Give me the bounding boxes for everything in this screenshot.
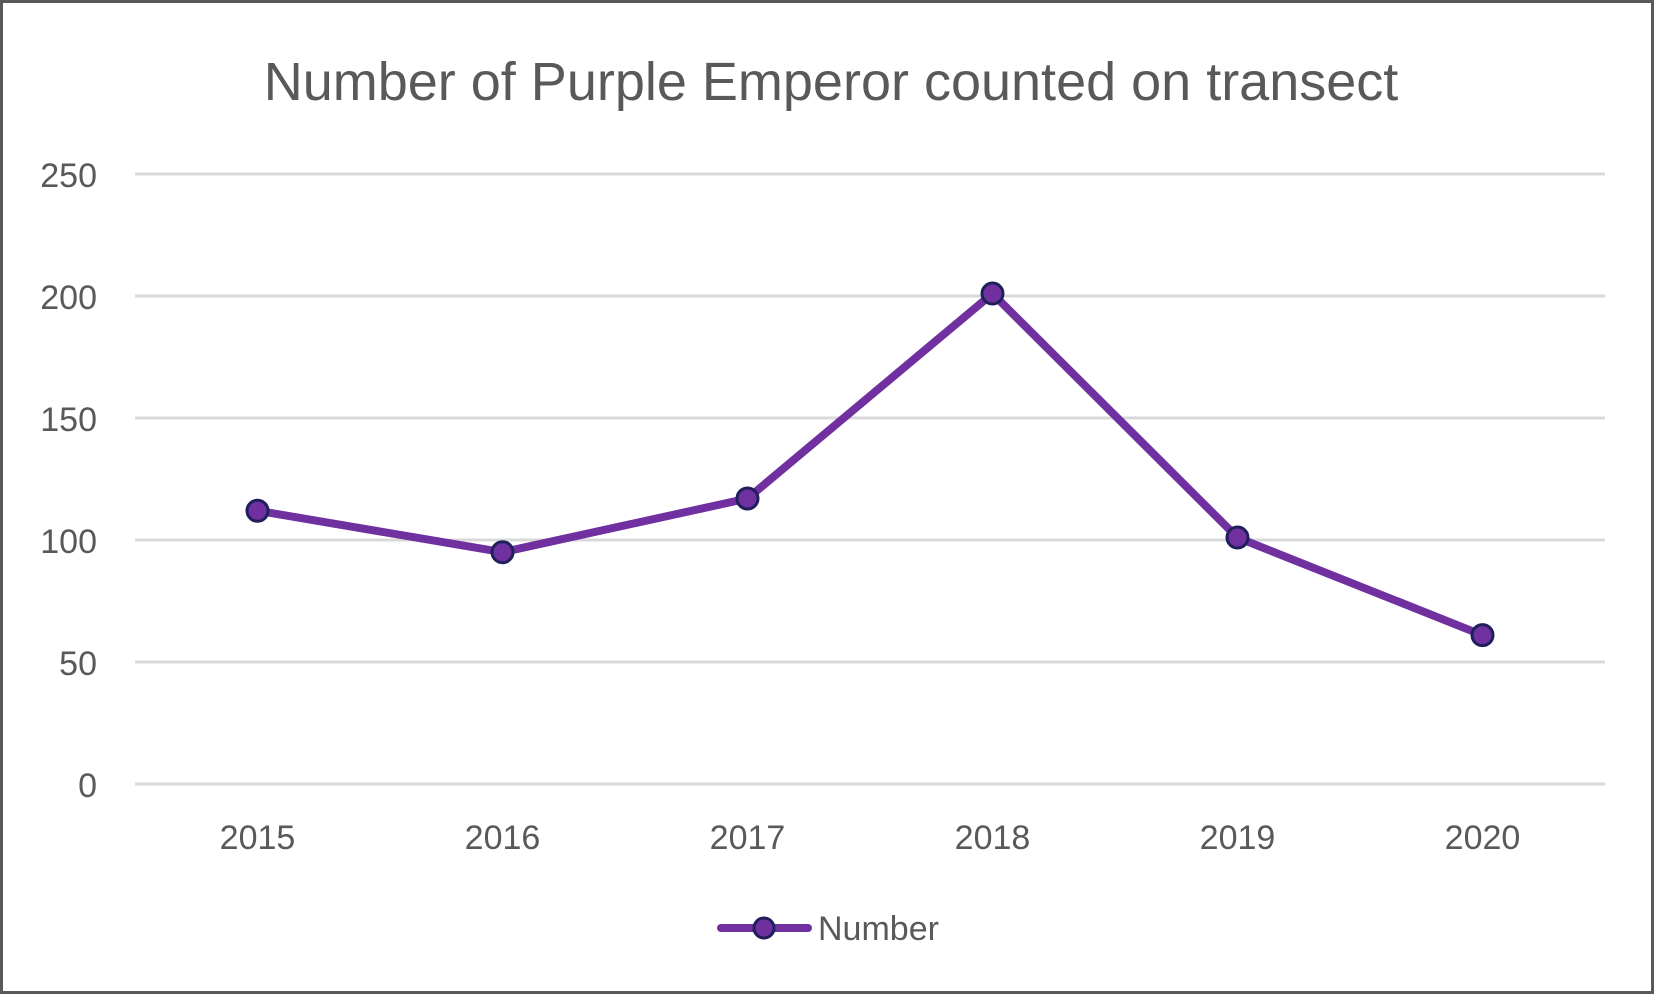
x-tick-label-2020: 2020: [1445, 819, 1521, 857]
x-axis-tick-labels: 2015 2016 2017 2018 2019 2020: [220, 819, 1521, 857]
x-tick-label-2016: 2016: [465, 819, 541, 857]
y-tick-label-0: 0: [78, 767, 97, 805]
y-tick-label-50: 50: [59, 645, 97, 683]
y-axis-tick-labels: 0 50 100 150 200 250: [40, 157, 97, 805]
y-tick-label-200: 200: [40, 279, 97, 317]
data-point-2018: [980, 281, 1005, 306]
x-tick-label-2019: 2019: [1200, 819, 1276, 857]
data-point-2015: [245, 498, 270, 523]
data-point-2019: [1225, 525, 1250, 550]
legend: Number: [717, 910, 939, 948]
data-point-2020: [1470, 623, 1495, 648]
series-number: [245, 281, 1495, 648]
x-tick-label-2015: 2015: [220, 819, 296, 857]
y-tick-label-100: 100: [40, 523, 97, 561]
y-tick-label-250: 250: [40, 157, 97, 195]
legend-marker-swatch: [752, 916, 776, 940]
data-point-2017: [735, 486, 760, 511]
data-point-2016: [490, 540, 515, 565]
y-tick-label-150: 150: [40, 401, 97, 439]
gridlines: [135, 172, 1605, 786]
series-line-number: [253, 289, 1487, 640]
line-chart: Number of Purple Emperor counted on tran…: [40, 52, 1605, 948]
chart-title: Number of Purple Emperor counted on tran…: [264, 52, 1399, 112]
x-tick-label-2017: 2017: [710, 819, 786, 857]
x-tick-label-2018: 2018: [955, 819, 1031, 857]
legend-label-number: Number: [818, 910, 939, 948]
